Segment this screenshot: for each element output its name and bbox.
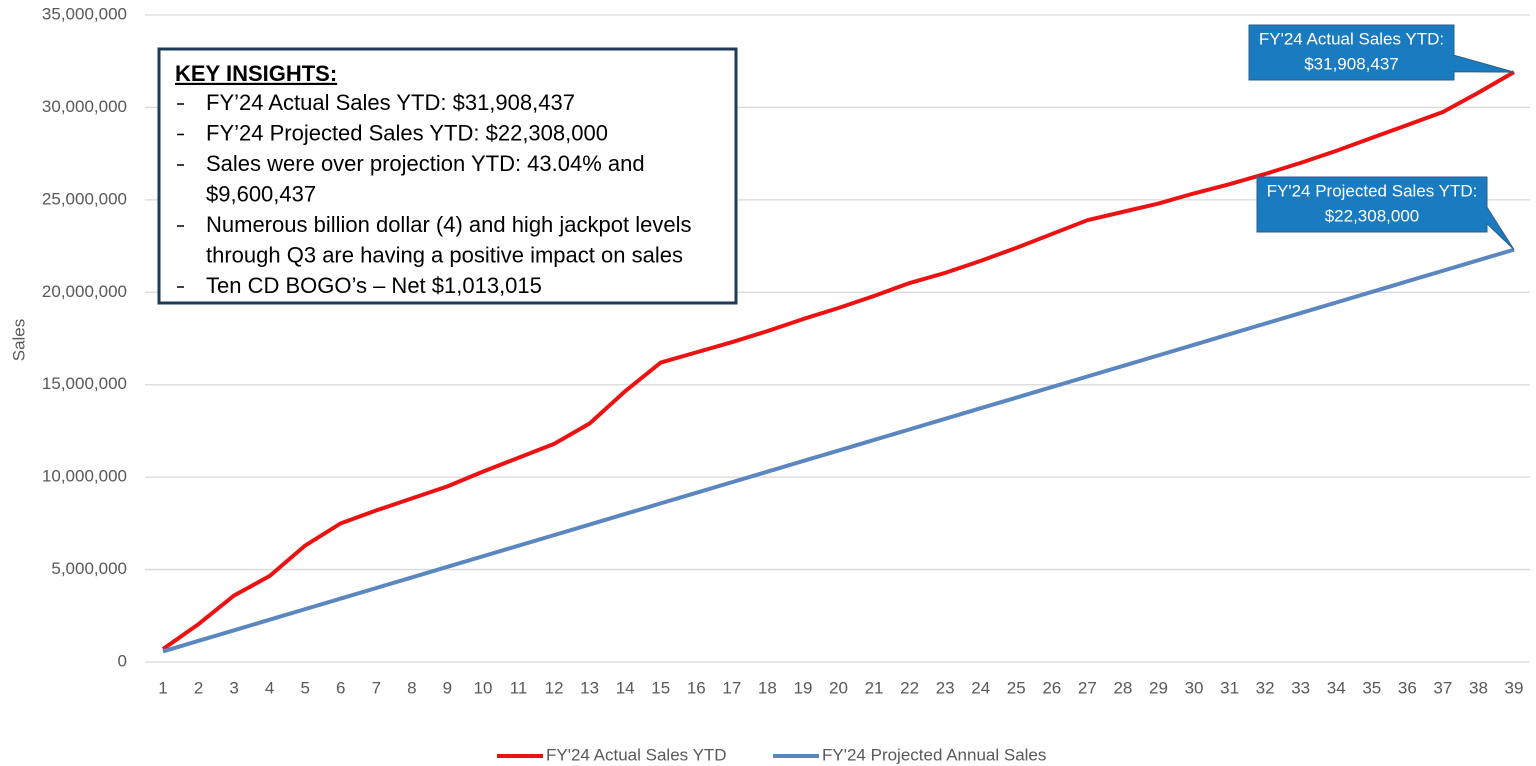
x-tick-label: 22 bbox=[900, 678, 919, 697]
x-tick-label: 4 bbox=[265, 678, 274, 697]
y-tick-label: 15,000,000 bbox=[42, 374, 127, 393]
x-tick-label: 35 bbox=[1362, 678, 1381, 697]
x-tick-label: 6 bbox=[336, 678, 345, 697]
x-tick-label: 26 bbox=[1042, 678, 1061, 697]
x-tick-label: 33 bbox=[1291, 678, 1310, 697]
x-tick-label: 39 bbox=[1505, 678, 1524, 697]
x-tick-label: 27 bbox=[1078, 678, 1097, 697]
y-tick-label: 0 bbox=[118, 651, 127, 670]
insights-box: KEY INSIGHTS: FY’24 Actual Sales YTD: $31… bbox=[157, 47, 738, 305]
y-tick-label: 35,000,000 bbox=[42, 4, 127, 23]
x-tick-label: 7 bbox=[372, 678, 381, 697]
callout-text: FY'24 Actual Sales YTD: bbox=[1259, 29, 1444, 48]
x-tick-label: 3 bbox=[229, 678, 238, 697]
legend-label: FY'24 Projected Annual Sales bbox=[822, 745, 1046, 764]
x-tick-label: 25 bbox=[1007, 678, 1026, 697]
callout-box bbox=[1256, 176, 1515, 250]
x-tick-label: 9 bbox=[443, 678, 452, 697]
x-tick-label: 20 bbox=[829, 678, 848, 697]
x-tick-label: 10 bbox=[474, 678, 493, 697]
x-tick-label: 34 bbox=[1327, 678, 1346, 697]
x-tick-label: 24 bbox=[971, 678, 990, 697]
x-tick-label: 32 bbox=[1256, 678, 1275, 697]
insight-text: FY’24 Actual Sales YTD: $31,908,437 bbox=[206, 90, 575, 115]
x-tick-label: 5 bbox=[300, 678, 309, 697]
insight-text: $9,600,437 bbox=[206, 181, 316, 206]
insights-heading: KEY INSIGHTS: bbox=[175, 61, 337, 86]
x-tick-label: 14 bbox=[616, 678, 635, 697]
y-tick-label: 10,000,000 bbox=[42, 467, 127, 486]
insight-text: Ten CD BOGO’s – Net $1,013,015 bbox=[206, 273, 542, 298]
x-tick-label: 28 bbox=[1113, 678, 1132, 697]
insight-text: FY’24 Projected Sales YTD: $22,308,000 bbox=[206, 120, 608, 145]
insight-text: Sales were over projection YTD: 43.04% a… bbox=[206, 151, 645, 176]
callout-box bbox=[1248, 24, 1515, 81]
callout: FY'24 Actual Sales YTD: $31,908,437 bbox=[1248, 24, 1515, 81]
x-tick-label: 23 bbox=[936, 678, 955, 697]
y-tick-label: 20,000,000 bbox=[42, 282, 127, 301]
callout: FY'24 Projected Sales YTD: $22,308,000 bbox=[1256, 176, 1515, 250]
insight-text: Numerous billion dollar (4) and high jac… bbox=[206, 212, 691, 237]
x-tick-label: 15 bbox=[651, 678, 670, 697]
x-tick-label: 18 bbox=[758, 678, 777, 697]
series-line bbox=[162, 247, 1515, 654]
callout-text: $31,908,437 bbox=[1304, 54, 1399, 73]
x-tick-label: 11 bbox=[510, 678, 528, 697]
x-tick-label: 13 bbox=[580, 678, 599, 697]
legend-label: FY'24 Actual Sales YTD bbox=[546, 745, 727, 764]
callout-text: FY'24 Projected Sales YTD: bbox=[1267, 181, 1478, 200]
x-tick-label: 31 bbox=[1220, 678, 1239, 697]
series-line bbox=[161, 70, 1515, 651]
callout-text: $22,308,000 bbox=[1325, 206, 1420, 225]
insights-frame bbox=[157, 47, 738, 305]
y-tick-label: 25,000,000 bbox=[42, 189, 127, 208]
y-axis-label: Sales bbox=[9, 319, 28, 362]
x-tick-label: 8 bbox=[407, 678, 416, 697]
x-tick-label: 36 bbox=[1398, 678, 1417, 697]
x-tick-label: 38 bbox=[1469, 678, 1488, 697]
x-tick-label: 16 bbox=[687, 678, 706, 697]
x-tick-label: 19 bbox=[793, 678, 812, 697]
x-tick-label: 30 bbox=[1185, 678, 1204, 697]
x-tick-label: 17 bbox=[722, 678, 741, 697]
x-tick-label: 1 bbox=[158, 678, 167, 697]
insight-text: through Q3 are having a positive impact … bbox=[206, 242, 683, 267]
y-tick-label: 30,000,000 bbox=[42, 97, 127, 116]
x-tick-label: 2 bbox=[194, 678, 203, 697]
x-tick-label: 12 bbox=[545, 678, 564, 697]
y-tick-label: 5,000,000 bbox=[51, 559, 127, 578]
x-tick-label: 29 bbox=[1149, 678, 1168, 697]
x-tick-label: 21 bbox=[865, 678, 884, 697]
x-tick-label: 37 bbox=[1433, 678, 1452, 697]
